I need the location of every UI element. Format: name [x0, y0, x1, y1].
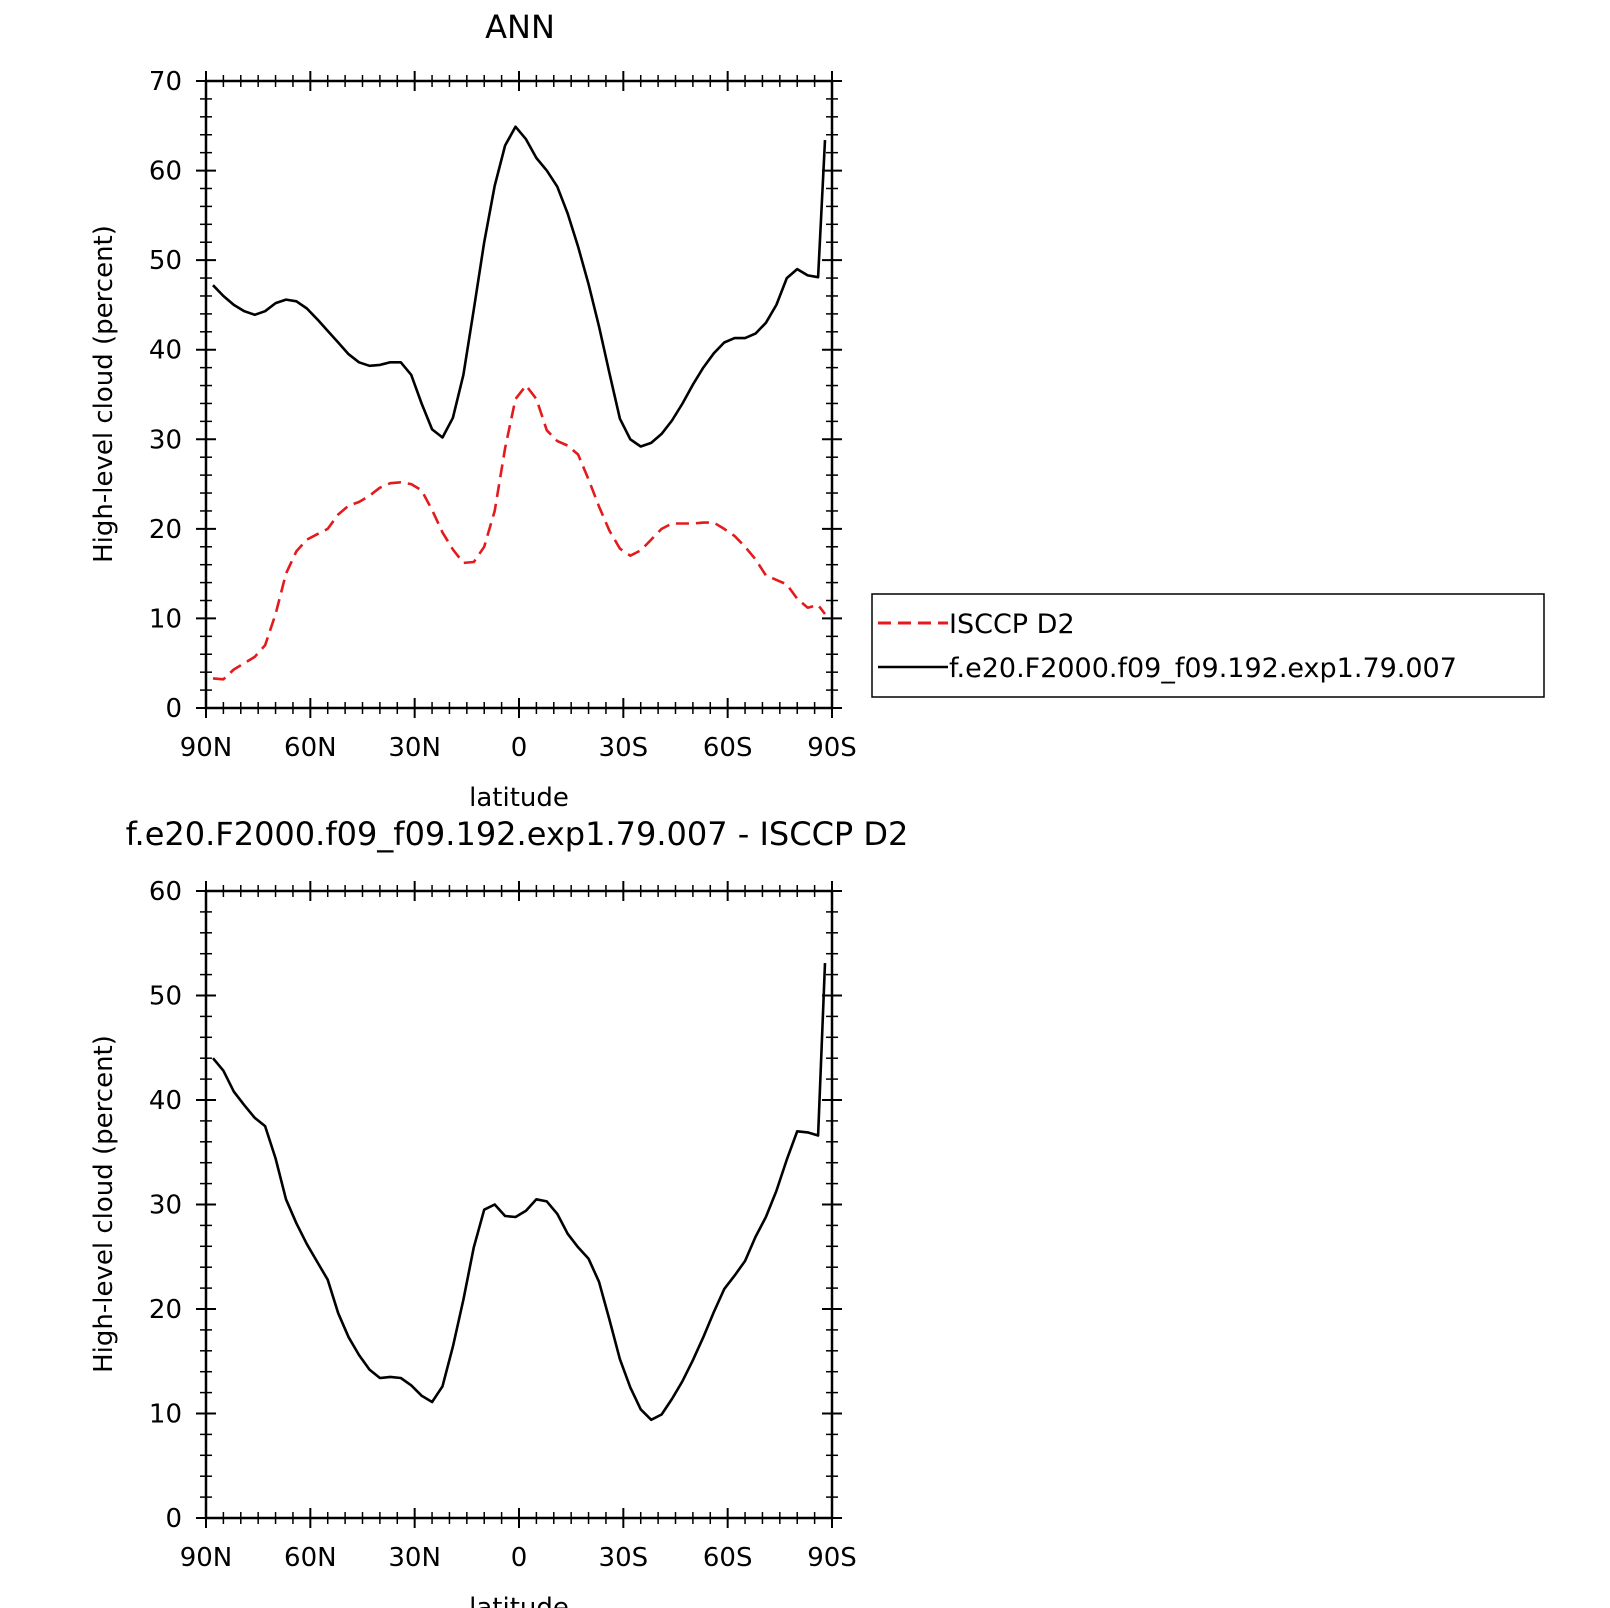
top-x-tick-label: 30N [388, 733, 441, 763]
bottom-y-tick-label: 50 [149, 982, 182, 1012]
bottom-y-tick-label: 60 [149, 877, 182, 907]
legend-box [871, 593, 1545, 698]
bottom-y-tick-label: 0 [165, 1504, 182, 1534]
bottom-x-tick-label: 60N [284, 1543, 337, 1573]
bottom-panel: f.e20.F2000.f09_f09.192.exp1.79.007 - IS… [89, 815, 908, 1608]
top-y-tick-label: 70 [149, 67, 182, 97]
legend-label-isccp: ISCCP D2 [949, 609, 1075, 640]
top-y-tick-label: 10 [149, 604, 182, 634]
bottom-plot-frame [204, 889, 834, 1520]
top-x-tick-labels: 90N 60N 30N 0 30S 60S 90S [180, 733, 857, 763]
top-x-tick-label: 90S [807, 733, 857, 763]
legend-label-model: f.e20.F2000.f09_f09.192.exp1.79.007 [949, 653, 1457, 684]
top-y-tick-label: 50 [149, 246, 182, 276]
top-series-line-1 [212, 125, 827, 448]
top-series-group [212, 125, 827, 681]
bottom-x-tick-labels: 90N 60N 30N 0 30S 60S 90S [180, 1543, 857, 1573]
top-x-tick-label: 0 [511, 733, 528, 763]
top-plot-frame [204, 79, 834, 710]
top-x-tick-label: 30S [599, 733, 649, 763]
top-y-tick-label: 30 [149, 425, 182, 455]
top-y-tick-label: 60 [149, 157, 182, 187]
bottom-series-group [212, 963, 827, 1422]
bottom-x-tick-label: 90S [807, 1543, 857, 1573]
bottom-x-tick-label: 60S [703, 1543, 753, 1573]
top-x-tick-label: 60S [703, 733, 753, 763]
bottom-y-tick-label: 20 [149, 1295, 182, 1325]
top-y-axis-label: High-level cloud (percent) [89, 225, 119, 563]
top-y-tick-label: 40 [149, 336, 182, 366]
bottom-panel-title: f.e20.F2000.f09_f09.192.exp1.79.007 - IS… [126, 815, 909, 853]
bottom-x-tick-label: 90N [180, 1543, 233, 1573]
bottom-y-tick-label: 40 [149, 1086, 182, 1116]
bottom-series-line-0 [212, 963, 827, 1422]
top-x-tick-label: 90N [180, 733, 233, 763]
top-panel-title: ANN [485, 8, 555, 46]
bottom-tick-marks [196, 881, 842, 1528]
bottom-y-tick-label: 30 [149, 1191, 182, 1221]
top-series-line-0 [212, 384, 827, 681]
top-y-tick-label: 20 [149, 515, 182, 545]
bottom-x-tick-label: 30N [388, 1543, 441, 1573]
top-x-tick-label: 60N [284, 733, 337, 763]
bottom-x-tick-label: 0 [511, 1543, 528, 1573]
bottom-x-axis-label: latitude [469, 1593, 569, 1608]
top-y-tick-labels: 0 10 20 30 40 50 60 70 [149, 67, 182, 724]
top-y-tick-label: 0 [165, 694, 182, 724]
bottom-x-tick-label: 30S [599, 1543, 649, 1573]
bottom-y-axis-label: High-level cloud (percent) [89, 1035, 119, 1373]
bottom-y-tick-labels: 0 10 20 30 40 50 60 [149, 877, 182, 1534]
top-legend: ISCCP D2 f.e20.F2000.f09_f09.192.exp1.79… [871, 593, 1545, 698]
bottom-y-tick-label: 10 [149, 1400, 182, 1430]
top-x-axis-label: latitude [469, 783, 569, 813]
